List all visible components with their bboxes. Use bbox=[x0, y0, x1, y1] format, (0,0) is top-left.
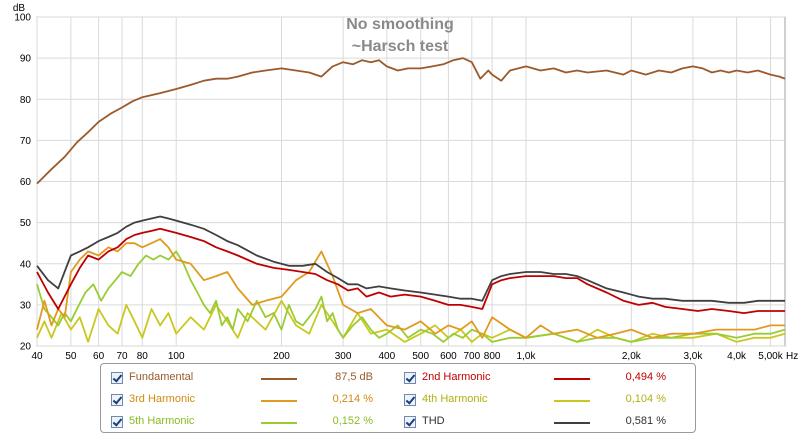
series-line-4th-harmonic bbox=[36, 299, 786, 343]
x-tick-label: 80 bbox=[137, 351, 149, 362]
x-tick-label: 50 bbox=[65, 351, 77, 362]
x-tick-label: 3,0k bbox=[683, 351, 703, 362]
chart-title: No smoothing bbox=[346, 16, 454, 33]
legend-swatch-2nd-harmonic bbox=[554, 378, 590, 380]
legend-label-3rd-harmonic: 3rd Harmonic bbox=[129, 393, 196, 405]
chart-subtitle: ~Harsch test bbox=[352, 38, 449, 55]
x-tick-label: 500 bbox=[412, 351, 429, 362]
x-tick-label: 40 bbox=[31, 351, 43, 362]
legend-label-2nd-harmonic: 2nd Harmonic bbox=[422, 371, 491, 383]
series-line-2nd-harmonic bbox=[36, 227, 785, 315]
x-tick-label: 400 bbox=[378, 351, 395, 362]
series-lines bbox=[36, 57, 786, 343]
x-axis-unit: Hz bbox=[786, 351, 798, 362]
checkbox-3rd-harmonic[interactable] bbox=[111, 394, 123, 406]
x-tick-label: 100 bbox=[168, 351, 185, 362]
x-tick-label: 300 bbox=[335, 351, 352, 362]
y-tick-label: 20 bbox=[20, 342, 32, 353]
legend-value-5th-harmonic: 0,152 % bbox=[332, 415, 373, 427]
series-line-thd bbox=[36, 215, 785, 304]
y-tick-label: 60 bbox=[20, 177, 32, 188]
x-tick-label: 1,0k bbox=[517, 351, 537, 362]
legend-swatch-5th-harmonic bbox=[261, 422, 297, 424]
y-tick-label: 90 bbox=[20, 54, 32, 65]
legend-swatch-4th-harmonic bbox=[554, 400, 590, 402]
x-tick-label: 2,0k bbox=[622, 351, 642, 362]
x-axis: 40 50 60 70 80 100 200 300 400 500 600 700 800 1,0k 2,… bbox=[31, 351, 783, 362]
y-tick-label: 80 bbox=[20, 95, 32, 106]
legend-swatch-fundamental bbox=[261, 378, 297, 380]
checkbox-fundamental[interactable] bbox=[111, 372, 123, 384]
y-tick-label: 70 bbox=[20, 136, 32, 147]
checkbox-thd[interactable] bbox=[404, 416, 416, 428]
legend-value-2nd-harmonic: 0,494 % bbox=[625, 371, 666, 383]
x-tick-label: 5,00k bbox=[758, 351, 783, 362]
checkbox-2nd-harmonic[interactable] bbox=[404, 372, 416, 384]
checkbox-4th-harmonic[interactable] bbox=[404, 394, 416, 406]
y-tick-label: 50 bbox=[20, 218, 32, 229]
y-axis: 20 30 40 50 60 70 80 90 100 bbox=[14, 13, 31, 353]
legend-value-thd: 0,581 % bbox=[625, 415, 666, 427]
x-tick-label: 4,0k bbox=[727, 351, 747, 362]
y-tick-label: 30 bbox=[20, 300, 32, 311]
legend-label-5th-harmonic: 5th Harmonic bbox=[129, 415, 195, 427]
legend-label-thd: THD bbox=[422, 415, 445, 427]
x-tick-label: 200 bbox=[273, 351, 290, 362]
grid bbox=[36, 16, 785, 347]
checkbox-5th-harmonic[interactable] bbox=[111, 416, 123, 428]
legend-swatch-3rd-harmonic bbox=[261, 400, 297, 402]
x-tick-label: 600 bbox=[440, 351, 457, 362]
legend-label-4th-harmonic: 4th Harmonic bbox=[422, 393, 488, 405]
legend-label-fundamental: Fundamental bbox=[129, 371, 194, 383]
legend: Fundamental 87,5 dB 2nd Harmonic 0,494 %… bbox=[100, 363, 696, 433]
series-line-5th-harmonic bbox=[36, 250, 786, 343]
x-tick-label: 700 bbox=[463, 351, 480, 362]
x-tick-label: 70 bbox=[116, 351, 128, 362]
series-line-fundamental bbox=[36, 57, 786, 185]
legend-value-3rd-harmonic: 0,214 % bbox=[332, 393, 373, 405]
x-tick-label: 800 bbox=[484, 351, 501, 362]
legend-value-fundamental: 87,5 dB bbox=[335, 371, 373, 383]
x-tick-label: 60 bbox=[93, 351, 105, 362]
legend-swatch-thd bbox=[554, 422, 590, 424]
legend-value-4th-harmonic: 0,104 % bbox=[625, 393, 666, 405]
y-axis-label: dB bbox=[13, 3, 26, 14]
y-tick-label: 100 bbox=[14, 13, 31, 24]
y-tick-label: 40 bbox=[20, 259, 32, 270]
